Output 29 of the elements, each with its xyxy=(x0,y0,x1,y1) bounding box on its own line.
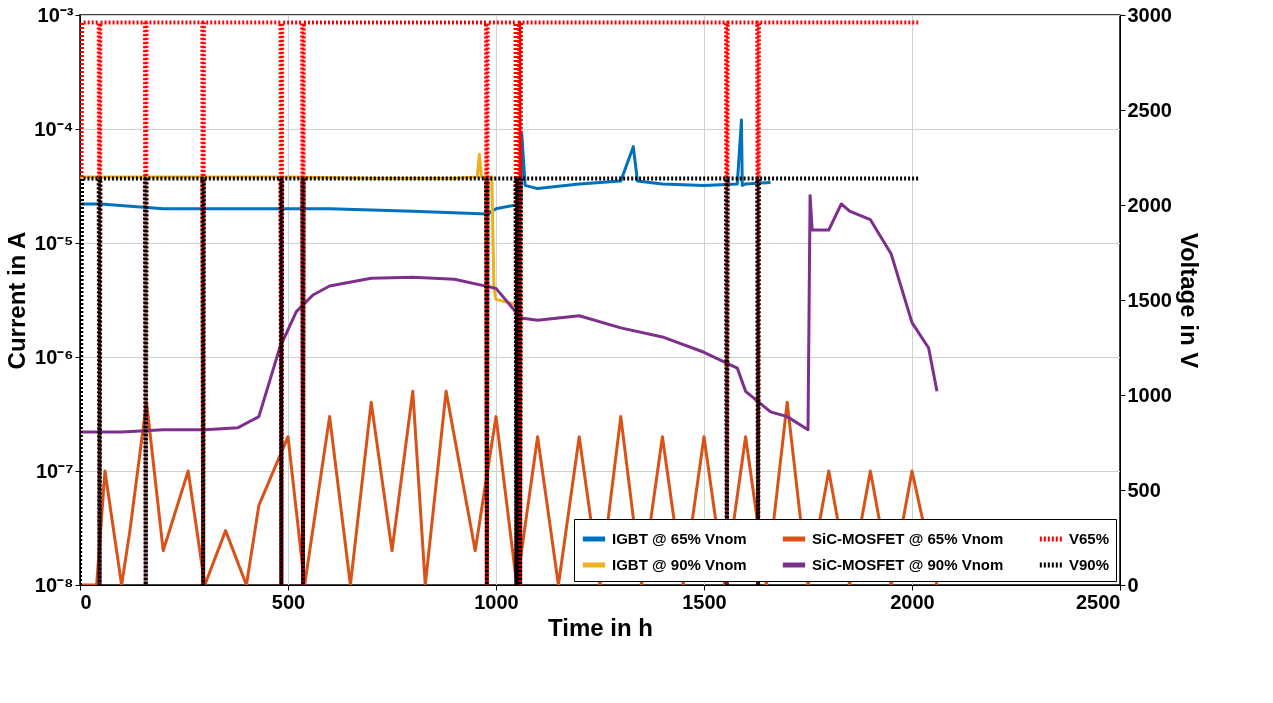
y-axis-title: Current in A xyxy=(3,231,31,370)
x-tick-label: 1000 xyxy=(474,590,519,613)
y2-tick-label: 500 xyxy=(1127,478,1161,501)
y-tick-label: 10⁻³ xyxy=(37,3,74,26)
legend-label: IGBT @ 90% Vnom xyxy=(612,556,747,573)
legend-label: SiC-MOSFET @ 65% Vnom xyxy=(812,530,1004,547)
y2-tick-label: 3000 xyxy=(1127,3,1172,26)
legend-label: V65% xyxy=(1069,530,1110,547)
y2-tick-label: 1500 xyxy=(1127,288,1172,311)
y-tick-label: 10⁻⁶ xyxy=(35,345,74,368)
y2-tick-label: 0 xyxy=(1127,573,1139,596)
y2-tick-label: 2500 xyxy=(1127,98,1172,121)
legend-label: IGBT @ 65% Vnom xyxy=(612,530,747,547)
legend-label: SiC-MOSFET @ 90% Vnom xyxy=(812,556,1004,573)
x-tick-label: 2000 xyxy=(890,590,935,613)
x-tick-label: 0 xyxy=(80,590,92,613)
x-tick-label: 1500 xyxy=(682,590,727,613)
legend-label: V90% xyxy=(1069,556,1110,573)
y-tick-label: 10⁻⁷ xyxy=(36,459,74,482)
y-tick-label: 10⁻⁵ xyxy=(34,231,74,254)
line-series xyxy=(80,194,939,434)
x-tick-label: 2500 xyxy=(1076,590,1121,613)
x-axis-title: Time in h xyxy=(548,613,653,641)
y-tick-label: 10⁻⁸ xyxy=(34,573,74,596)
x-tick-label: 500 xyxy=(271,590,306,613)
y-tick-label: 10⁻⁴ xyxy=(34,117,74,140)
y2-tick-label: 1000 xyxy=(1127,383,1172,406)
y2-axis-title: Voltage in V xyxy=(1175,232,1203,369)
y2-tick-label: 2000 xyxy=(1127,193,1172,216)
